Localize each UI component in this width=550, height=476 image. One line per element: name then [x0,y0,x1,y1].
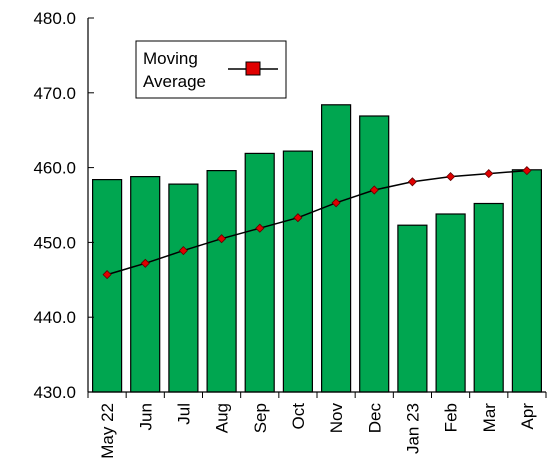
moving-average-point-10 [484,169,494,179]
bar-5 [282,150,313,393]
moving-average-point-7 [369,185,379,195]
y-tick-label-1: 440.0 [33,308,76,327]
bar-2 [168,183,199,393]
legend-label-line1: Moving [143,49,198,68]
y-tick-label-3: 460.0 [33,159,76,178]
moving-average-point-0 [102,270,112,280]
x-tick-label-0: May 22 [98,403,117,459]
y-tick-label-2: 450.0 [33,233,76,252]
bar-0 [91,179,123,393]
x-tick-label-5: Oct [289,403,308,430]
moving-average-point-8 [407,177,417,187]
moving-average-point-11 [522,166,532,176]
legend-label-line2: Average [143,72,206,91]
moving-average-point-1 [140,258,150,268]
bar-1 [130,176,161,393]
x-tick-label-9: Feb [442,403,461,432]
moving-average-point-6 [331,198,341,208]
y-tick-label-0: 430.0 [33,383,76,402]
x-tick-label-6: Nov [327,403,346,434]
moving-average-point-4 [255,223,265,233]
x-tick-label-11: Apr [518,403,537,430]
bar-3 [206,170,237,393]
bars-group [91,104,543,393]
x-tick-label-3: Aug [213,403,232,433]
bar-11 [511,169,543,393]
moving-average-line-group [102,166,532,280]
bar-9 [435,213,466,393]
x-tick-label-1: Jun [136,403,155,430]
x-tick-label-8: Jan 23 [403,403,422,454]
y-tick-label-4: 470.0 [33,84,76,103]
moving-average-point-3 [217,234,227,244]
bar-10 [473,202,504,393]
y-tick-label-5: 480.0 [33,9,76,28]
bar-6 [321,104,352,393]
bar-4 [244,152,275,393]
moving-average-line [106,169,527,276]
legend-marker-sample [245,61,261,76]
legend: Moving Average [135,40,287,99]
moving-average-point-2 [178,246,188,256]
moving-average-point-9 [446,172,456,182]
x-tick-label-4: Sep [251,403,270,433]
axes-group: 430.0 440.0 450.0 460.0 470.0 480.0 May 22 Jun J… [33,9,547,459]
x-tick-label-2: Jul [174,403,193,425]
bar-7 [359,115,390,393]
x-tick-label-10: Mar [480,403,499,433]
x-tick-label-7: Dec [365,403,384,434]
moving-average-point-5 [293,213,303,223]
bar-8 [397,224,428,393]
